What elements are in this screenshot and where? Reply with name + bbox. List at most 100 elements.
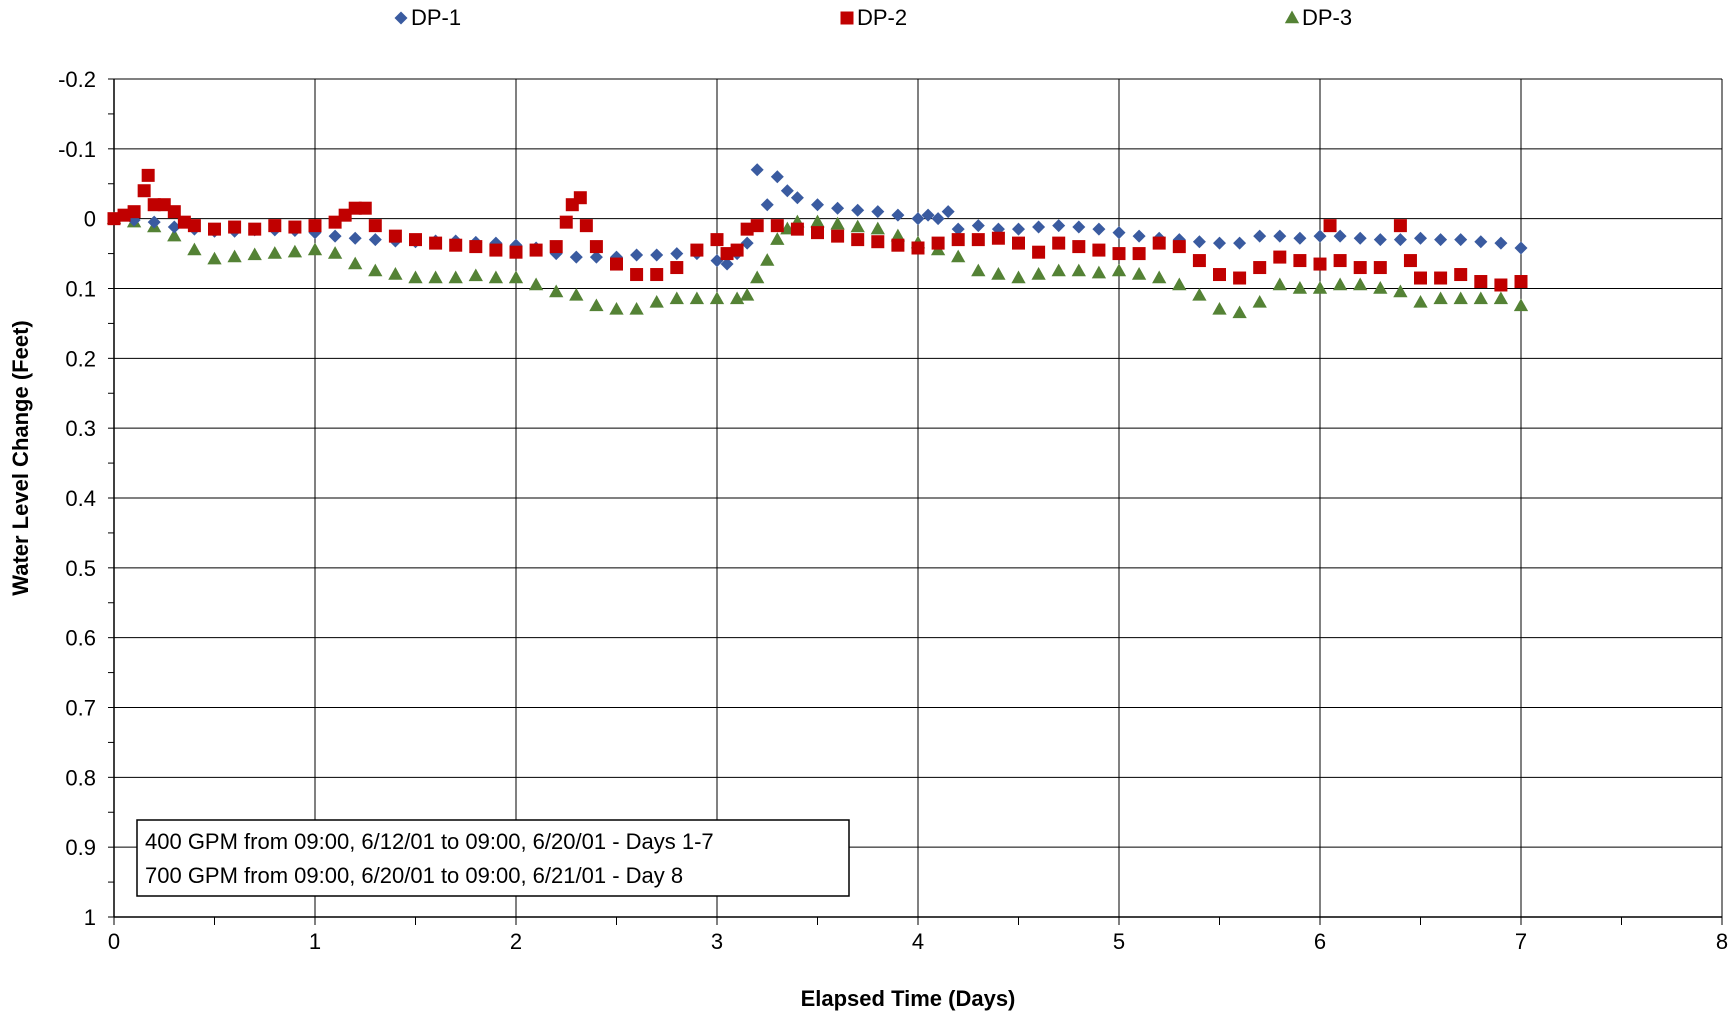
- data-point: [890, 228, 906, 242]
- data-point: [1132, 229, 1146, 243]
- y-tick-label: 0.3: [65, 416, 96, 441]
- data-point: [1513, 298, 1529, 312]
- data-point: [871, 235, 885, 249]
- data-point: [689, 291, 705, 305]
- data-point: [770, 170, 784, 184]
- data-point: [971, 263, 986, 277]
- data-point: [1474, 235, 1488, 249]
- data-point: [1192, 288, 1207, 301]
- data-point: [971, 233, 985, 247]
- data-point: [911, 241, 925, 255]
- data-point: [579, 219, 593, 233]
- data-point: [760, 198, 774, 212]
- data-point: [1454, 233, 1468, 247]
- data-point: [1232, 305, 1247, 319]
- data-point: [1032, 245, 1046, 259]
- legend-marker-dp3: [1284, 10, 1300, 24]
- data-point: [811, 198, 824, 212]
- data-point: [1253, 229, 1267, 243]
- y-tick-label: 0.4: [65, 486, 96, 511]
- data-point: [891, 208, 905, 222]
- data-point: [1272, 277, 1287, 291]
- data-point: [790, 191, 804, 205]
- data-point: [610, 257, 623, 271]
- data-point: [177, 215, 191, 229]
- data-point: [1212, 301, 1227, 315]
- data-point: [720, 247, 734, 261]
- data-point: [469, 240, 483, 254]
- data-point: [167, 205, 181, 219]
- x-axis-title: Elapsed Time (Days): [801, 986, 1016, 1011]
- data-point: [1172, 277, 1187, 291]
- data-point: [941, 205, 955, 219]
- x-tick-label: 2: [510, 929, 522, 954]
- data-point: [650, 268, 664, 282]
- data-point: [187, 219, 201, 233]
- data-point: [1413, 294, 1428, 308]
- data-point: [1252, 294, 1267, 308]
- data-point: [1273, 250, 1287, 264]
- data-point: [1434, 233, 1448, 247]
- data-point: [1454, 268, 1468, 282]
- data-point: [1213, 268, 1226, 282]
- x-tick-label: 3: [711, 929, 723, 954]
- data-point: [589, 240, 603, 254]
- data-point: [1012, 222, 1025, 236]
- data-point: [388, 267, 403, 280]
- data-point: [870, 221, 885, 235]
- data-point: [157, 198, 171, 212]
- data-point: [1414, 231, 1427, 245]
- data-point: [1192, 235, 1206, 249]
- data-point: [1312, 281, 1328, 294]
- data-point: [931, 212, 945, 226]
- data-point: [1514, 241, 1528, 255]
- data-point: [1414, 271, 1427, 285]
- data-point: [589, 250, 603, 264]
- data-point: [327, 246, 343, 259]
- y-axis-title: Water Level Change (Feet): [8, 320, 33, 595]
- data-point: [1333, 254, 1347, 268]
- data-point: [1434, 271, 1448, 285]
- data-point: [780, 184, 794, 198]
- data-point: [1353, 231, 1367, 245]
- data-point: [1132, 247, 1146, 261]
- data-point: [1091, 265, 1107, 279]
- data-point: [187, 242, 202, 256]
- data-point: [559, 215, 573, 229]
- data-point: [1152, 270, 1167, 284]
- data-point: [1373, 281, 1388, 294]
- data-point: [790, 222, 804, 236]
- data-point: [1052, 219, 1066, 233]
- data-point: [167, 220, 181, 234]
- data-point: [1293, 254, 1307, 268]
- data-point: [408, 270, 423, 284]
- data-point: [1273, 229, 1287, 243]
- data-point: [409, 233, 422, 247]
- data-point: [1393, 219, 1407, 233]
- data-point: [167, 228, 182, 242]
- data-point: [750, 219, 764, 233]
- data-point: [1353, 277, 1368, 291]
- legend-item-dp3: DP-3: [1284, 5, 1352, 30]
- annotation-line-2: 700 GPM from 09:00, 6/20/01 to 09:00, 6/…: [145, 863, 683, 888]
- data-point: [1072, 220, 1086, 234]
- data-point: [147, 198, 161, 212]
- data-point: [1071, 263, 1086, 277]
- data-point: [127, 205, 141, 219]
- data-point: [1393, 284, 1408, 298]
- data-point: [971, 219, 985, 233]
- annotation-box: 400 GPM from 09:00, 6/12/01 to 09:00, 6/…: [136, 819, 850, 897]
- y-tick-label: 0.2: [65, 346, 96, 371]
- data-point: [348, 231, 362, 245]
- data-point: [107, 212, 121, 226]
- data-point: [709, 291, 725, 305]
- data-point: [991, 267, 1006, 280]
- data-point: [951, 222, 965, 236]
- data-point: [338, 208, 352, 222]
- data-point: [208, 222, 221, 236]
- x-tick-label: 1: [309, 929, 321, 954]
- data-point: [891, 238, 905, 252]
- data-point: [117, 208, 131, 222]
- data-point: [348, 256, 363, 270]
